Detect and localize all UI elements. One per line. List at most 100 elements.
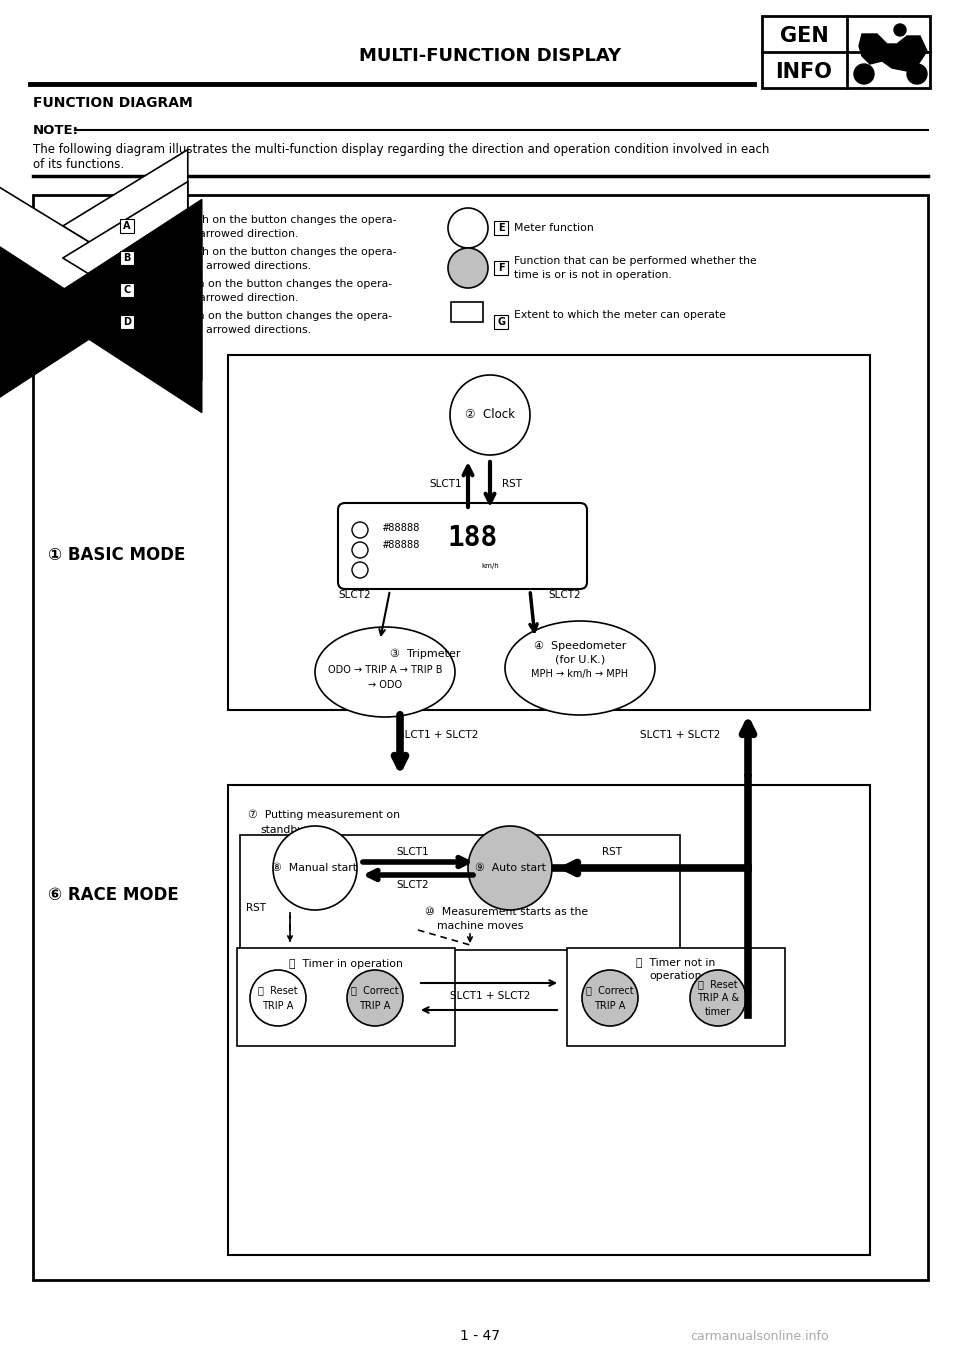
- Text: A long push on the button changes the opera-: A long push on the button changes the op…: [140, 311, 392, 320]
- Bar: [120, 251, 134, 265]
- Text: A: A: [123, 221, 131, 231]
- Text: ⓪  Timer in operation: ⓪ Timer in operation: [289, 959, 403, 970]
- Bar: [228, 785, 870, 1255]
- Bar: [228, 354, 870, 710]
- Circle shape: [352, 521, 368, 538]
- Text: The following diagram illustrates the multi-function display regarding the direc: The following diagram illustrates the mu…: [33, 143, 769, 156]
- Text: → ODO: → ODO: [368, 680, 402, 690]
- Circle shape: [273, 826, 357, 910]
- Text: MULTI-FUNCTION DISPLAY: MULTI-FUNCTION DISPLAY: [359, 48, 621, 65]
- Text: operation: operation: [650, 971, 703, 980]
- Bar: [120, 282, 134, 297]
- Text: A long push on the button changes the opera-: A long push on the button changes the op…: [140, 278, 392, 289]
- Text: tion in both arrowed directions.: tion in both arrowed directions.: [140, 325, 311, 335]
- Text: NOTE:: NOTE:: [33, 124, 79, 137]
- Circle shape: [448, 208, 488, 249]
- Text: ④  Speedometer: ④ Speedometer: [534, 641, 626, 650]
- Text: G: G: [497, 316, 505, 327]
- Text: D: D: [123, 316, 131, 327]
- Circle shape: [582, 970, 638, 1027]
- Ellipse shape: [505, 621, 655, 716]
- Text: ②  Clock: ② Clock: [465, 409, 515, 421]
- Text: of its functions.: of its functions.: [33, 158, 124, 171]
- Text: timer: timer: [705, 1008, 732, 1017]
- Text: machine moves: machine moves: [437, 921, 523, 932]
- Text: 1 - 47: 1 - 47: [460, 1329, 500, 1343]
- Text: SLCT1 + SLCT2: SLCT1 + SLCT2: [639, 731, 720, 740]
- Bar: [494, 261, 508, 276]
- Text: tion in both arrowed directions.: tion in both arrowed directions.: [140, 261, 311, 272]
- Bar: [494, 221, 508, 235]
- Text: SLCT2: SLCT2: [549, 589, 582, 600]
- Text: (for U.K.): (for U.K.): [555, 655, 605, 664]
- Text: Function that can be performed whether the: Function that can be performed whether t…: [514, 257, 756, 266]
- Text: INFO: INFO: [776, 62, 832, 81]
- Text: ⓑ  Correct: ⓑ Correct: [351, 985, 398, 995]
- Circle shape: [352, 562, 368, 579]
- Text: ⑥ RACE MODE: ⑥ RACE MODE: [48, 885, 179, 904]
- Text: SLCT1: SLCT1: [430, 479, 463, 489]
- Circle shape: [347, 970, 403, 1027]
- Circle shape: [468, 826, 552, 910]
- Circle shape: [894, 24, 906, 37]
- Text: C: C: [124, 285, 131, 295]
- Text: ODO → TRIP A → TRIP B: ODO → TRIP A → TRIP B: [327, 665, 443, 675]
- Text: carmanualsonline.info: carmanualsonline.info: [690, 1329, 829, 1343]
- Text: 188: 188: [448, 524, 498, 551]
- Text: GEN: GEN: [780, 26, 828, 46]
- Circle shape: [250, 970, 306, 1027]
- Text: ⓐ  Reset: ⓐ Reset: [258, 985, 298, 995]
- Text: TRIP A: TRIP A: [359, 1001, 391, 1010]
- Text: SLCT2: SLCT2: [396, 880, 429, 889]
- Bar: [33, 196, 928, 1281]
- FancyBboxPatch shape: [338, 502, 587, 589]
- Text: Meter function: Meter function: [514, 223, 593, 234]
- Text: FUNCTION DIAGRAM: FUNCTION DIAGRAM: [33, 96, 193, 110]
- Text: ③  Tripmeter: ③ Tripmeter: [390, 649, 461, 659]
- Text: B: B: [123, 253, 131, 263]
- Text: RST: RST: [502, 479, 522, 489]
- Text: RST: RST: [246, 903, 266, 913]
- Text: standby: standby: [260, 826, 303, 835]
- Text: ① BASIC MODE: ① BASIC MODE: [48, 546, 185, 564]
- Circle shape: [854, 64, 874, 84]
- Text: ⓔ  Reset: ⓔ Reset: [698, 979, 738, 989]
- Text: F: F: [497, 263, 504, 273]
- Text: SLCT2: SLCT2: [339, 589, 372, 600]
- Text: ⑨  Auto start: ⑨ Auto start: [474, 862, 545, 873]
- Text: time is or is not in operation.: time is or is not in operation.: [514, 270, 672, 280]
- Circle shape: [907, 64, 927, 84]
- Bar: [237, 948, 455, 1046]
- Text: ⓒ  Timer not in: ⓒ Timer not in: [636, 957, 715, 967]
- Circle shape: [352, 542, 368, 558]
- Bar: [240, 835, 680, 951]
- Circle shape: [690, 970, 746, 1027]
- Text: RST: RST: [602, 847, 622, 857]
- Ellipse shape: [315, 627, 455, 717]
- Text: SLCT1 + SLCT2: SLCT1 + SLCT2: [397, 731, 478, 740]
- Bar: [120, 219, 134, 234]
- Bar: [120, 315, 134, 329]
- Text: SLCT1: SLCT1: [396, 847, 429, 857]
- Text: TRIP A &: TRIP A &: [697, 993, 739, 1004]
- Text: Extent to which the meter can operate: Extent to which the meter can operate: [514, 310, 726, 320]
- Text: TRIP A: TRIP A: [594, 1001, 626, 1010]
- Bar: [567, 948, 785, 1046]
- Polygon shape: [859, 34, 927, 71]
- Text: km/h: km/h: [481, 564, 499, 569]
- Text: ⑩  Measurement starts as the: ⑩ Measurement starts as the: [425, 907, 588, 917]
- Circle shape: [450, 375, 530, 455]
- Text: #88888: #88888: [383, 540, 420, 550]
- Text: TRIP A: TRIP A: [262, 1001, 294, 1010]
- Text: A short push on the button changes the opera-: A short push on the button changes the o…: [140, 247, 396, 257]
- Text: ⓓ  Correct: ⓓ Correct: [587, 985, 634, 995]
- Bar: [451, 301, 483, 322]
- Text: ⑦  Putting measurement on: ⑦ Putting measurement on: [248, 809, 400, 820]
- Text: MPH → km/h → MPH: MPH → km/h → MPH: [532, 669, 629, 679]
- Text: tion in the arrowed direction.: tion in the arrowed direction.: [140, 230, 299, 239]
- Text: A short push on the button changes the opera-: A short push on the button changes the o…: [140, 215, 396, 225]
- Text: tion in the arrowed direction.: tion in the arrowed direction.: [140, 293, 299, 303]
- Bar: [494, 315, 508, 329]
- Circle shape: [448, 249, 488, 288]
- Text: SLCT1 + SLCT2: SLCT1 + SLCT2: [450, 991, 530, 1001]
